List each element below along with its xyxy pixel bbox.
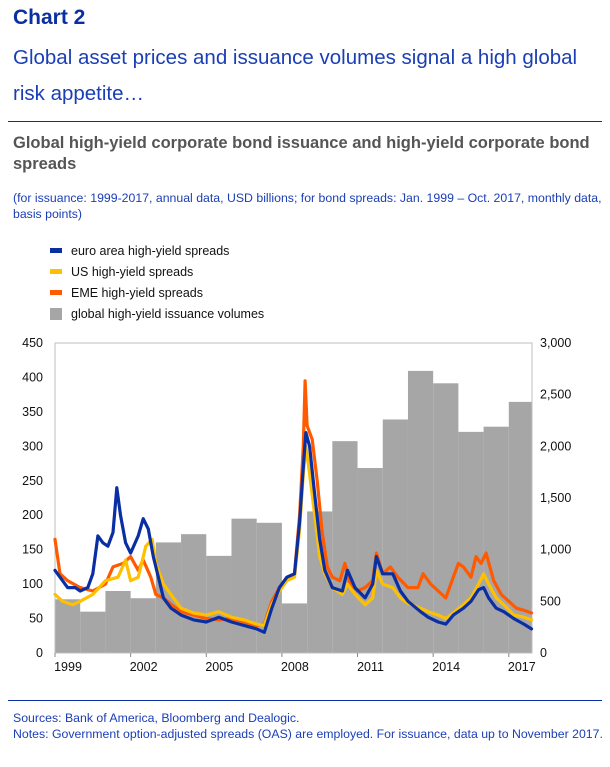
series-line-eme-high-yield-spreads (53, 379, 534, 627)
left-tick-label: 50 (29, 612, 43, 626)
legend-swatch-issuance (50, 307, 62, 320)
right-tick-label: 1,000 (540, 543, 571, 557)
left-tick-label: 250 (22, 474, 43, 488)
right-tick-label: 3,000 (540, 336, 571, 350)
chart-number: Chart 2 (13, 6, 86, 29)
series-line-us-high-yield-spreads (53, 444, 534, 627)
left-tick-label: 150 (22, 543, 43, 557)
issuance-bar (80, 611, 106, 653)
chart-svg: 0 50 100 150 200 250 300 350 400 450 0 500 1,000 1,50… (22, 336, 571, 674)
sources-text: Sources: Bank of America, Bloomberg and … (13, 711, 300, 725)
left-tick-label: 100 (22, 577, 43, 591)
chart-title: Global high-yield corporate bond issuanc… (13, 134, 590, 173)
legend-swatch-euro-area (50, 248, 62, 253)
right-tick-label: 2,000 (540, 439, 571, 453)
x-tick-label: 2014 (432, 660, 460, 674)
left-tick-label: 200 (22, 508, 43, 522)
issuance-bar (508, 401, 532, 653)
headline: Global asset prices and issuance volumes… (13, 46, 578, 105)
legend-label-issuance: global high-yield issuance volumes (71, 306, 265, 321)
left-tick-label: 300 (22, 439, 43, 453)
top-rule (8, 121, 602, 122)
right-tick-label: 1,500 (540, 491, 571, 505)
bottom-rule (8, 700, 602, 701)
x-tick-label: 2011 (357, 660, 384, 674)
x-tick-label: 2017 (508, 660, 536, 674)
legend: euro area high-yield spreads US high-yie… (50, 240, 264, 324)
legend-item-eme: EME high-yield spreads (50, 282, 264, 303)
issuance-bar (332, 441, 358, 653)
footer: Sources: Bank of America, Bloomberg and … (13, 710, 605, 742)
legend-item-issuance: global high-yield issuance volumes (50, 303, 264, 324)
legend-item-euro-area: euro area high-yield spreads (50, 240, 264, 261)
x-tick-label: 1999 (54, 660, 82, 674)
issuance-bar (458, 431, 484, 653)
right-tick-label: 2,500 (540, 388, 571, 402)
legend-label-eme: EME high-yield spreads (71, 285, 204, 300)
x-tick-label: 2008 (281, 660, 309, 674)
issuance-bar (55, 599, 81, 653)
issuance-bar (130, 598, 156, 653)
chart-subtitle: (for issuance: 1999-2017, annual data, U… (13, 191, 602, 221)
series-line-euro-area-high-yield-spreads (53, 431, 534, 634)
legend-label-us: US high-yield spreads (71, 264, 194, 279)
issuance-bar (105, 591, 131, 653)
plot-frame (54, 342, 533, 654)
issuance-bar (181, 534, 207, 653)
issuance-bar (483, 426, 509, 653)
left-tick-label: 450 (22, 336, 43, 350)
left-tick-label: 400 (22, 370, 43, 384)
legend-swatch-eme (50, 290, 62, 295)
right-tick-label: 500 (540, 594, 561, 608)
x-tick-label: 2005 (205, 660, 233, 674)
issuance-bar (382, 419, 408, 653)
issuance-bar (206, 555, 232, 653)
left-tick-label: 0 (36, 646, 43, 660)
legend-item-us: US high-yield spreads (50, 261, 264, 282)
left-tick-label: 350 (22, 405, 43, 419)
x-tick-label: 2002 (130, 660, 158, 674)
issuance-bar (281, 603, 308, 653)
issuance-bar (231, 518, 257, 653)
legend-swatch-us (50, 269, 62, 274)
notes-text: Notes: Government option-adjusted spread… (13, 727, 603, 741)
legend-label-euro-area: euro area high-yield spreads (71, 243, 230, 258)
issuance-bar (433, 383, 459, 653)
right-tick-label: 0 (540, 646, 547, 660)
